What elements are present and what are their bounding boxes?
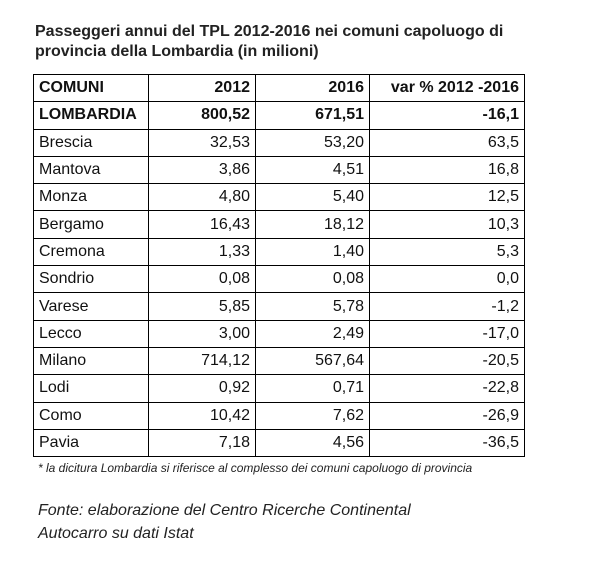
- cell: 800,52: [148, 101, 256, 130]
- row-label: Varese: [33, 292, 149, 321]
- cell: 5,78: [255, 292, 370, 321]
- cell: -17,0: [369, 319, 525, 348]
- table-row: Pavia 7,18 4,56 -36,5: [33, 428, 525, 458]
- table-row: Como 10,42 7,62 -26,9: [33, 401, 525, 430]
- row-label: Cremona: [33, 237, 149, 267]
- cell: 3,00: [148, 319, 256, 348]
- data-table: COMUNI 2012 2016 var % 2012 -2016 LOMBARDIA 8…: [33, 73, 525, 458]
- row-label: Lecco: [33, 319, 149, 348]
- cell: 2,49: [255, 319, 370, 348]
- cell: -26,9: [369, 401, 525, 430]
- row-label: LOMBARDIA: [33, 101, 149, 130]
- cell: -22,8: [369, 374, 525, 403]
- cell: 53,20: [255, 128, 370, 157]
- cell: 714,12: [148, 346, 256, 376]
- cell: 0,08: [148, 265, 256, 294]
- cell: -20,5: [369, 346, 525, 376]
- cell: 10,42: [148, 401, 256, 430]
- cell: -1,2: [369, 292, 525, 321]
- cell: -36,5: [369, 428, 525, 458]
- row-label: Como: [33, 401, 149, 430]
- cell: 16,43: [148, 210, 256, 239]
- row-label: Monza: [33, 183, 149, 212]
- cell: 63,5: [369, 128, 525, 157]
- table-row: LOMBARDIA 800,52 671,51 -16,1: [33, 101, 525, 130]
- table-row: Cremona 1,33 1,40 5,3: [33, 237, 525, 267]
- table-row: Bergamo 16,43 18,12 10,3: [33, 210, 525, 239]
- cell: 5,85: [148, 292, 256, 321]
- cell: 16,8: [369, 155, 525, 185]
- row-label: Brescia: [33, 128, 149, 157]
- cell: -16,1: [369, 101, 525, 130]
- title: Passeggeri annui del TPL 2012-2016 nei c…: [35, 23, 504, 60]
- row-label: Bergamo: [33, 210, 149, 239]
- table-row: Mantova 3,86 4,51 16,8: [33, 155, 525, 185]
- cell: 2012: [148, 73, 256, 103]
- cell: 1,40: [255, 237, 370, 267]
- cell: 4,51: [255, 155, 370, 185]
- cell: 12,5: [369, 183, 525, 212]
- cell: 0,92: [148, 374, 256, 403]
- row-label: Pavia: [33, 428, 149, 458]
- table-row: Milano 714,12 567,64 -20,5: [33, 346, 525, 376]
- row-label: Lodi: [33, 374, 149, 403]
- cell: 2016: [255, 73, 370, 103]
- cell: 0,71: [255, 374, 370, 403]
- cell: 567,64: [255, 346, 370, 376]
- cell: 32,53: [148, 128, 256, 157]
- row-label: Sondrio: [33, 265, 149, 294]
- row-label: COMUNI: [33, 73, 149, 103]
- cell: 7,18: [148, 428, 256, 458]
- cell: 4,56: [255, 428, 370, 458]
- table-row: Lecco 3,00 2,49 -17,0: [33, 319, 525, 348]
- table-row: Lodi 0,92 0,71 -22,8: [33, 374, 525, 403]
- cell: 4,80: [148, 183, 256, 212]
- table-row: Sondrio 0,08 0,08 0,0: [33, 265, 525, 294]
- cell: 0,08: [255, 265, 370, 294]
- table-row: Varese 5,85 5,78 -1,2: [33, 292, 525, 321]
- source: Fonte: elaborazione del Centro Ricerche …: [38, 502, 411, 542]
- cell: 0,0: [369, 265, 525, 294]
- cell: 7,62: [255, 401, 370, 430]
- header-row: COMUNI 2012 2016 var % 2012 -2016: [33, 73, 525, 103]
- row-label: Mantova: [33, 155, 149, 185]
- cell: 1,33: [148, 237, 256, 267]
- table-row: Brescia 32,53 53,20 63,5: [33, 128, 525, 157]
- footnote: * la dicitura Lombardia si riferisce al …: [38, 461, 473, 475]
- cell: 5,40: [255, 183, 370, 212]
- table-row: Monza 4,80 5,40 12,5: [33, 183, 525, 212]
- cell: 18,12: [255, 210, 370, 239]
- cell: 5,3: [369, 237, 525, 267]
- row-label: Milano: [33, 346, 149, 376]
- cell: 10,3: [369, 210, 525, 239]
- cell: 671,51: [255, 101, 370, 130]
- cell: 3,86: [148, 155, 256, 185]
- cell: var % 2012 -2016: [369, 73, 525, 103]
